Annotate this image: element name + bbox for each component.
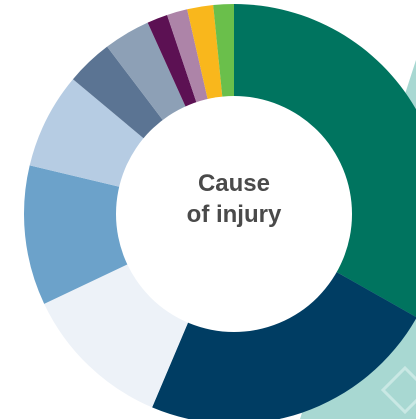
donut-slice-11 [213, 4, 234, 103]
donut-slice-7 [107, 22, 188, 125]
center-label-line-1: Cause [197, 170, 271, 197]
donut-slice-5 [29, 79, 149, 189]
center-label: Cause of injury [118, 168, 350, 230]
donut-slice-10 [187, 5, 223, 105]
donut-slice-2 [152, 269, 416, 419]
donut-hole [116, 96, 352, 332]
donut-slice-4 [23, 165, 133, 304]
donut-slices [23, 4, 416, 419]
donut-slice-9 [167, 9, 210, 108]
background-diamond-3 [380, 365, 416, 415]
center-label-line-2: of injury [186, 201, 282, 228]
donut-slice-1 [234, 4, 416, 317]
donut-slice-8 [147, 14, 199, 112]
donut-slice-6 [72, 46, 167, 143]
